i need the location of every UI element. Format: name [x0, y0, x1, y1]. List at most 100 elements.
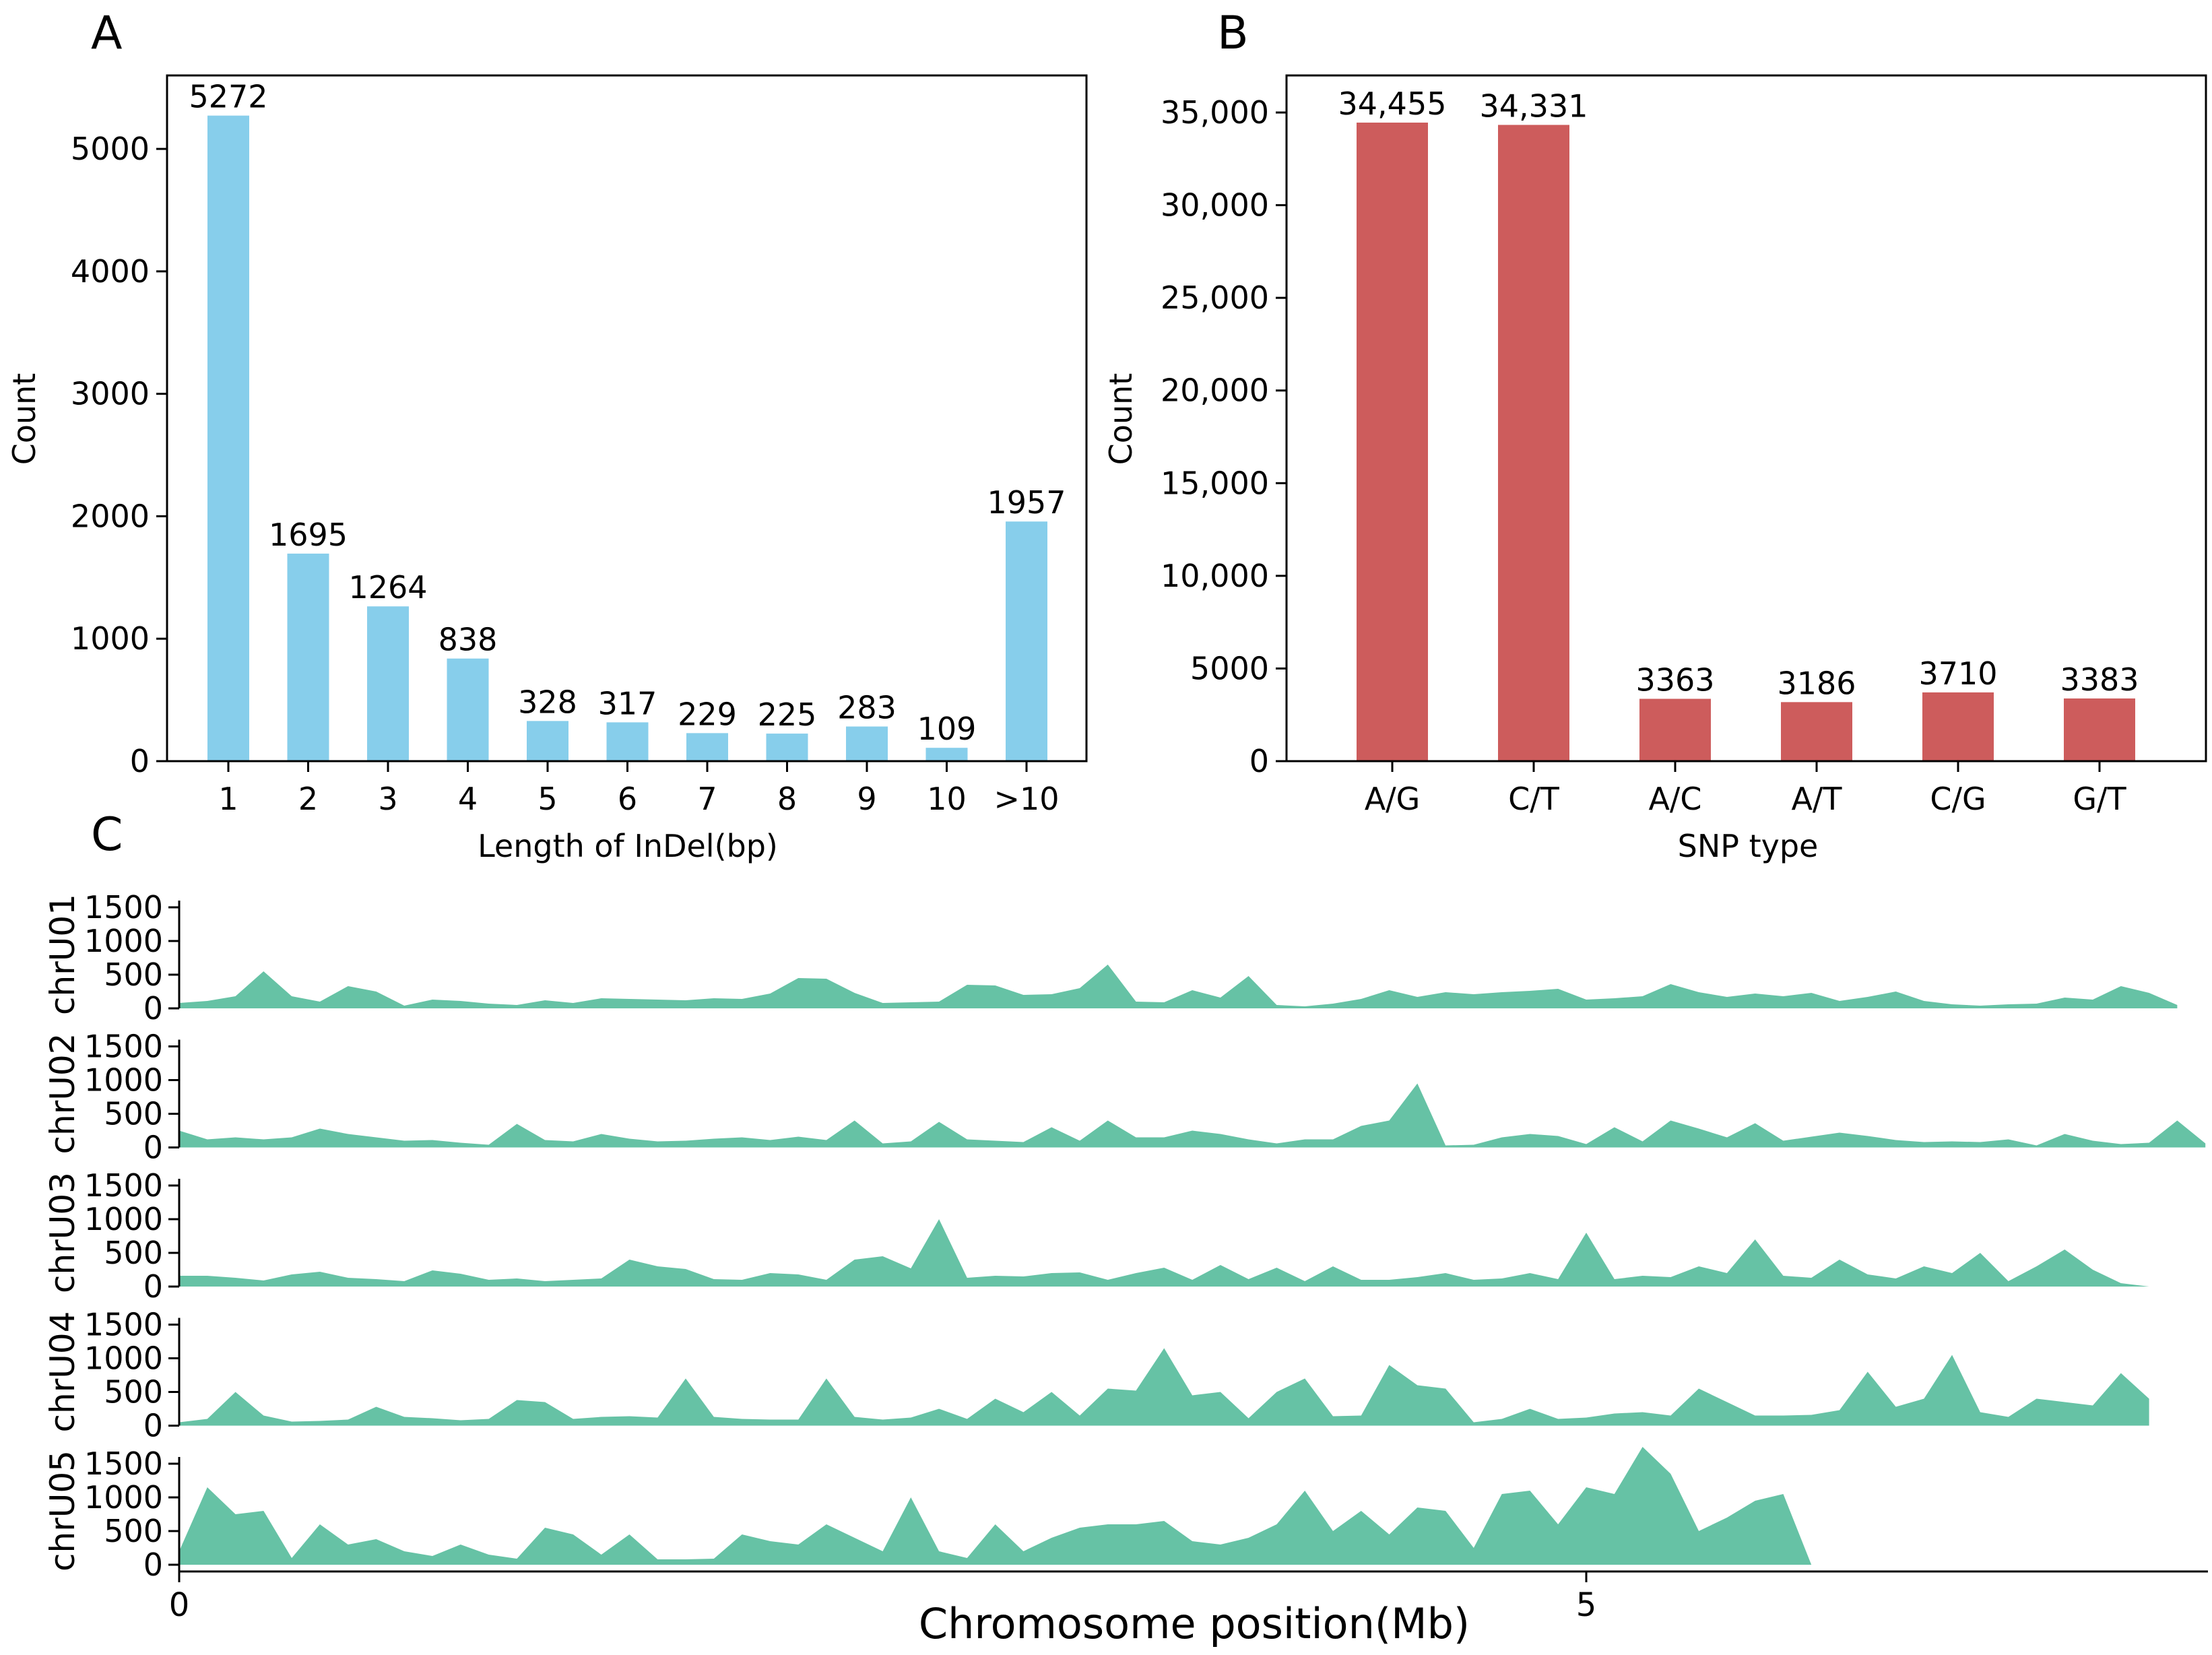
data-label: 3186: [1777, 665, 1856, 701]
y-tick-label: 35,000: [1161, 94, 1269, 131]
data-label: 328: [518, 684, 577, 720]
data-label: 317: [598, 685, 657, 721]
x-tick-label: 4: [458, 781, 478, 817]
y-tick-label: 20,000: [1161, 372, 1269, 409]
y-tick-label: 0: [130, 743, 150, 779]
density-area-chrU01: [179, 965, 2178, 1008]
y-tick-label: 10,000: [1161, 558, 1269, 594]
bar-A/C: [1639, 699, 1711, 761]
panel-b-ylabel: Count: [1103, 373, 1139, 465]
y-tick-label: 1500: [84, 889, 163, 926]
y-tick-label: 1500: [84, 1029, 163, 1065]
bar->10: [1006, 521, 1047, 761]
x-tick-label: 1: [218, 781, 238, 817]
y-tick-label: 1000: [84, 1340, 163, 1377]
x-tick-label: A/T: [1791, 781, 1842, 817]
y-tick-label: 0: [1249, 743, 1269, 779]
panel-b: B Count SNP type 0 5000 10,000 15,000 20,000…: [1103, 7, 2207, 864]
track-label: chrU01: [43, 894, 82, 1015]
y-tick-label: 1500: [84, 1307, 163, 1343]
track-label: chrU04: [43, 1311, 82, 1433]
x-tick-label: 5: [538, 781, 557, 817]
data-label: 283: [837, 690, 897, 726]
track-label: chrU03: [43, 1172, 82, 1293]
track-label: chrU02: [43, 1033, 82, 1155]
y-tick-label: 0: [143, 1268, 163, 1305]
data-label: 225: [758, 696, 817, 733]
y-tick-label: 1000: [84, 1062, 163, 1099]
data-label: 1695: [269, 517, 348, 553]
density-area-chrU03: [179, 1219, 2149, 1287]
data-label: 109: [917, 711, 977, 747]
panel-c-plot: 050010001500chrU01050010001500chrU020500…: [43, 889, 2208, 1624]
y-tick-label: 30,000: [1161, 187, 1269, 224]
data-label: 1264: [348, 569, 427, 606]
x-tick-label: 10: [927, 781, 967, 817]
bar-3: [367, 606, 409, 761]
panel-c: C 050010001500chrU01050010001500chrU0205…: [43, 808, 2208, 1648]
bar-5: [527, 721, 568, 761]
bar-1: [207, 115, 249, 761]
panel-a-frame: [166, 74, 1088, 762]
panel-a-plot: 0 1000 2000 3000 4000 5000 5272 1 1695 2 1264 3 838 4…: [71, 79, 1066, 817]
data-label: 3383: [2060, 661, 2139, 698]
y-tick-label: 500: [104, 1096, 163, 1132]
panel-c-xlabel: Chromosome position(Mb): [919, 1599, 1470, 1648]
x-tick-label: 9: [857, 781, 876, 817]
data-label: 1957: [987, 484, 1066, 521]
density-area-chrU04: [179, 1348, 2149, 1426]
bar-A/G: [1357, 123, 1428, 761]
bar-4: [447, 658, 489, 761]
bar-C/T: [1498, 125, 1569, 761]
x-tick-label: >10: [994, 781, 1059, 817]
density-area-chrU05: [179, 1447, 1812, 1565]
y-tick-label: 5000: [1190, 650, 1269, 686]
x-tick-label: A/G: [1365, 781, 1421, 817]
bar-9: [846, 726, 888, 761]
panel-b-plot: 0 5000 10,000 15,000 20,000 25,000 30,000 35,00…: [1161, 86, 2139, 817]
x-tick-label: 5: [1576, 1586, 1597, 1624]
bar-2: [287, 553, 329, 761]
y-tick-label: 1000: [71, 620, 150, 657]
y-tick-label: 1000: [84, 1201, 163, 1237]
y-tick-label: 15,000: [1161, 465, 1269, 501]
y-tick-label: 1000: [84, 923, 163, 959]
y-tick-label: 0: [143, 1130, 163, 1166]
bar-10: [925, 748, 968, 761]
bar-6: [606, 722, 649, 761]
track-label: chrU05: [43, 1450, 82, 1571]
panel-c-letter: C: [91, 808, 123, 862]
y-tick-label: 500: [104, 1374, 163, 1410]
data-label: 3710: [1918, 655, 1997, 692]
data-label: 3363: [1635, 661, 1714, 698]
bar-A/T: [1781, 702, 1852, 761]
x-tick-label: 2: [298, 781, 318, 817]
x-tick-label: C/G: [1930, 781, 1986, 817]
data-label: 34,455: [1338, 86, 1447, 122]
panel-a-xlabel: Length of InDel(bp): [478, 828, 778, 864]
data-label: 838: [438, 622, 498, 658]
y-tick-label: 4000: [71, 253, 150, 290]
bar-8: [766, 734, 808, 761]
y-tick-label: 25,000: [1161, 280, 1269, 316]
x-tick-label: 0: [169, 1586, 190, 1624]
x-tick-label: G/T: [2073, 781, 2126, 817]
y-tick-label: 5000: [71, 131, 150, 167]
y-tick-label: 500: [104, 1513, 163, 1549]
panel-a-letter: A: [91, 7, 123, 60]
y-tick-label: 0: [143, 1408, 163, 1444]
y-tick-label: 2000: [71, 498, 150, 534]
panel-b-frame: [1285, 74, 2207, 762]
data-label: 5272: [189, 79, 267, 115]
panel-a: A Count Length of InDel(bp) 0 1000 2000 300…: [6, 7, 1088, 864]
panel-b-letter: B: [1217, 7, 1249, 60]
x-tick-label: 8: [777, 781, 797, 817]
y-tick-label: 1500: [84, 1446, 163, 1482]
bar-G/T: [2064, 698, 2135, 761]
